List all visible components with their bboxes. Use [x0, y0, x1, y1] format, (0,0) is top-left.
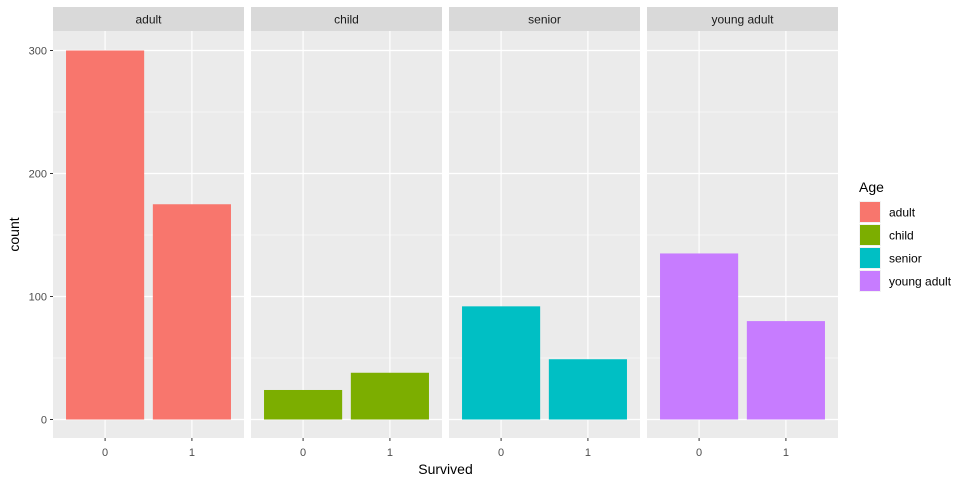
x-tick-label: 1 [189, 447, 195, 459]
facet-strip-label: adult [135, 13, 162, 27]
legend-label: senior [889, 252, 922, 266]
legend-swatch-senior [860, 248, 880, 268]
bar-young-adult-1 [746, 321, 825, 420]
bar-child-1 [350, 372, 429, 420]
bar-senior-1 [548, 359, 627, 420]
bar-adult-1 [152, 204, 231, 420]
legend-label: child [889, 229, 914, 243]
panel-background [251, 31, 442, 438]
facet-strip-label: senior [528, 13, 561, 27]
y-tick-label: 200 [29, 169, 47, 181]
facet-strip [53, 7, 244, 31]
facet-strip-label: child [334, 13, 359, 27]
x-tick-label: 1 [783, 447, 789, 459]
bar-child-0 [264, 389, 343, 420]
bar-senior-0 [462, 306, 541, 420]
x-tick-label: 1 [387, 447, 393, 459]
legend-label: young adult [889, 275, 952, 289]
x-tick-label: 0 [300, 447, 306, 459]
legend-swatch-young-adult [860, 271, 880, 291]
facet-strip [251, 7, 442, 31]
x-tick-label: 0 [696, 447, 702, 459]
facet-strip [449, 7, 640, 31]
x-axis-title: Survived [418, 461, 472, 477]
legend-title: Age [859, 179, 884, 195]
y-tick-label: 100 [29, 292, 47, 304]
facet-panel-young-adult: young adult 0 1 [647, 7, 838, 459]
x-tick-label: 0 [102, 447, 108, 459]
y-tick-label: 0 [41, 415, 47, 427]
bar-adult-0 [66, 50, 145, 420]
legend-swatch-adult [860, 202, 880, 222]
facet-panel-senior: senior 0 1 [449, 7, 640, 459]
facet-strip [647, 7, 838, 31]
y-axis-title: count [6, 217, 22, 251]
legend: Age adult child senior young adult [859, 179, 952, 292]
legend-label: adult [889, 206, 916, 220]
legend-swatch-child [860, 225, 880, 245]
y-tick-label: 300 [29, 46, 47, 58]
bar-young-adult-0 [660, 253, 739, 420]
facet-panel-child: child 0 1 [251, 7, 442, 459]
x-tick-label: 1 [585, 447, 591, 459]
facet-panel-adult: adult 0 1 [53, 7, 244, 459]
x-tick-label: 0 [498, 447, 504, 459]
facet-strip-label: young adult [711, 13, 774, 27]
